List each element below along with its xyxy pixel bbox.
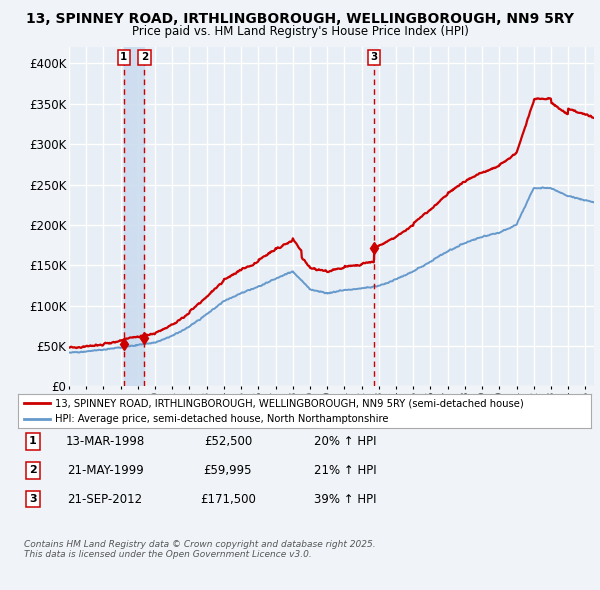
Text: 2: 2 xyxy=(141,53,148,63)
Text: Contains HM Land Registry data © Crown copyright and database right 2025.
This d: Contains HM Land Registry data © Crown c… xyxy=(24,540,376,559)
Text: 13-MAR-1998: 13-MAR-1998 xyxy=(65,435,145,448)
Text: 1: 1 xyxy=(29,437,37,446)
Text: 21-MAY-1999: 21-MAY-1999 xyxy=(67,464,143,477)
Text: £59,995: £59,995 xyxy=(204,464,252,477)
Text: 13, SPINNEY ROAD, IRTHLINGBOROUGH, WELLINGBOROUGH, NN9 5RY (semi-detached house): 13, SPINNEY ROAD, IRTHLINGBOROUGH, WELLI… xyxy=(55,398,524,408)
Text: £52,500: £52,500 xyxy=(204,435,252,448)
Text: Price paid vs. HM Land Registry's House Price Index (HPI): Price paid vs. HM Land Registry's House … xyxy=(131,25,469,38)
Text: 13, SPINNEY ROAD, IRTHLINGBOROUGH, WELLINGBOROUGH, NN9 5RY: 13, SPINNEY ROAD, IRTHLINGBOROUGH, WELLI… xyxy=(26,12,574,26)
Text: 39% ↑ HPI: 39% ↑ HPI xyxy=(314,493,376,506)
Text: 2: 2 xyxy=(29,466,37,475)
Text: 3: 3 xyxy=(29,494,37,504)
Text: 21% ↑ HPI: 21% ↑ HPI xyxy=(314,464,376,477)
Text: 3: 3 xyxy=(370,53,377,63)
Text: 21-SEP-2012: 21-SEP-2012 xyxy=(67,493,143,506)
Text: 1: 1 xyxy=(120,53,128,63)
Bar xyxy=(124,47,145,386)
Text: 20% ↑ HPI: 20% ↑ HPI xyxy=(314,435,376,448)
Text: £171,500: £171,500 xyxy=(200,493,256,506)
Text: HPI: Average price, semi-detached house, North Northamptonshire: HPI: Average price, semi-detached house,… xyxy=(55,414,389,424)
